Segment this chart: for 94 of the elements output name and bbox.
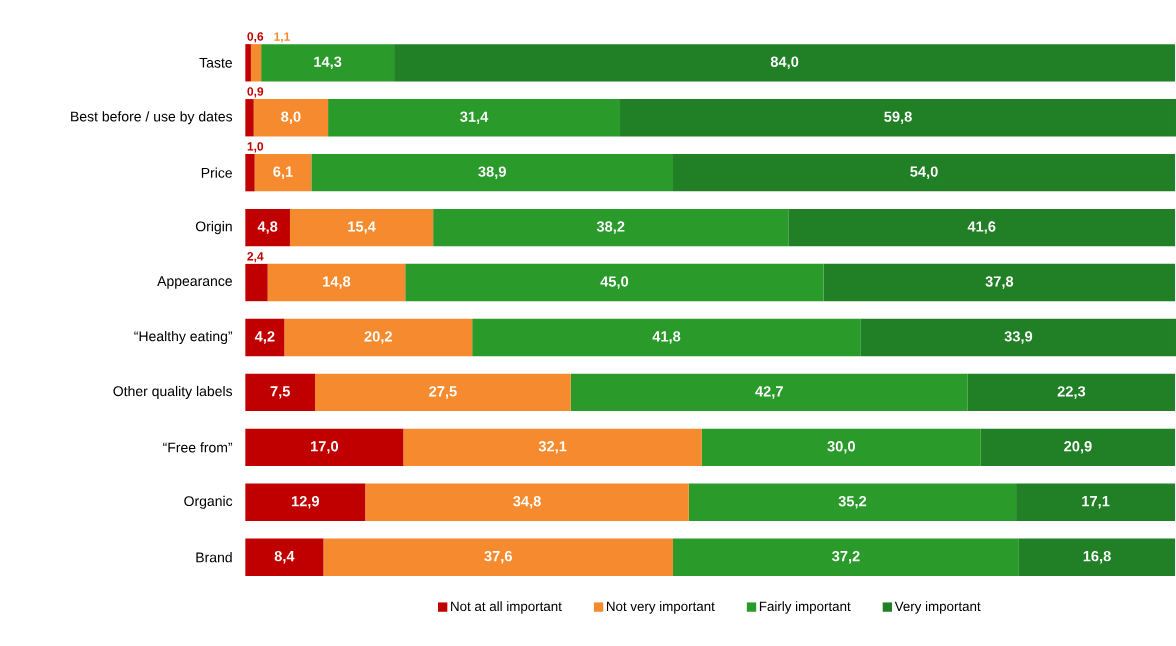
bar [245,538,324,576]
y-tick-label: Taste [199,57,232,68]
y-tick-label: “Healthy eating” [134,330,233,344]
bar [284,318,473,357]
bar [245,373,316,412]
data-label: 17,1 [1082,496,1110,509]
bar [823,263,1176,302]
data-label: 37,2 [832,550,860,564]
bar [245,154,255,192]
y-tick-label: “Free from” [163,442,233,453]
bar [311,154,674,192]
bar [860,318,1176,357]
bar [328,99,621,137]
data-label: 42,7 [755,386,783,399]
data-label: 4,8 [257,221,278,234]
data-label: 14,8 [323,276,351,289]
data-label: 14,3 [314,56,342,70]
data-label: 54,0 [910,166,938,179]
y-tick-label: Best before / use by dates [71,111,233,125]
bar [289,208,434,247]
y-tick-label: Origin [195,221,232,235]
data-label: 1,1 [274,32,290,43]
data-label: 41,6 [967,221,996,234]
bar [245,99,254,137]
bar [250,44,262,82]
data-label: 38,9 [478,166,506,179]
legend-label: Very important [894,601,981,614]
data-label: 20,2 [364,331,392,344]
data-label: 34,8 [513,496,541,509]
bar [967,373,1176,412]
data-label: 37,6 [484,550,512,564]
bar [245,263,268,302]
data-label: 17,0 [311,441,339,454]
data-label: 22,3 [1057,386,1086,399]
legend-label: Not very important [606,601,715,614]
y-tick-label: Brand [196,552,232,563]
bar [1016,483,1176,521]
bar [673,154,1176,192]
bar [673,538,1019,576]
data-label: 2,4 [247,252,264,263]
data-label: 4,2 [254,331,275,344]
data-label: 16,8 [1083,550,1111,564]
data-label: 7,5 [270,386,290,399]
data-label: 41,8 [652,331,681,344]
y-tick-label: Organic [184,495,233,509]
bar [267,263,406,302]
bar [688,483,1017,521]
data-label: 6,1 [273,166,293,179]
bar [1018,538,1176,576]
data-label: 35,2 [838,496,867,509]
bar [701,428,981,467]
bar [245,483,366,521]
data-label: 84,0 [770,56,799,70]
bar [365,483,689,521]
bar [315,373,571,412]
bar [394,44,1176,82]
data-label: 8,0 [281,111,301,124]
bar [245,208,290,247]
data-label: 0,9 [247,87,264,98]
bar [405,263,824,302]
data-label: 30,0 [827,441,855,454]
bar [403,428,702,467]
y-tick-label: Appearance [157,276,232,289]
bar [245,44,251,82]
legend-label: Not at all important [451,601,562,614]
bar [570,373,968,412]
bar [253,99,329,137]
data-label: 31,4 [460,111,489,124]
data-label: 59,8 [884,111,912,124]
legend-label: Fairly important [759,601,851,614]
data-label: 15,4 [348,221,376,234]
y-tick-label: Other quality labels [113,385,233,399]
data-label: 27,5 [429,386,457,399]
data-label: 20,9 [1064,441,1092,454]
data-label: 8,4 [274,550,295,564]
data-label: 12,9 [291,496,320,509]
bar [323,538,674,576]
bar [433,208,789,247]
y-tick-label: Price [201,167,232,178]
bar [261,44,395,82]
bar [620,99,1176,137]
bar [788,208,1176,247]
data-label: 1,0 [247,142,264,153]
bar [980,428,1176,467]
data-label: 0,6 [247,32,264,43]
data-label: 33,9 [1004,331,1033,344]
data-label: 45,0 [600,276,629,289]
data-label: 38,2 [596,221,625,234]
bar [245,318,285,357]
data-label: 37,8 [985,276,1014,289]
bar [245,428,404,467]
bar [472,318,861,357]
data-label: 32,1 [538,441,567,454]
bar [254,154,312,192]
